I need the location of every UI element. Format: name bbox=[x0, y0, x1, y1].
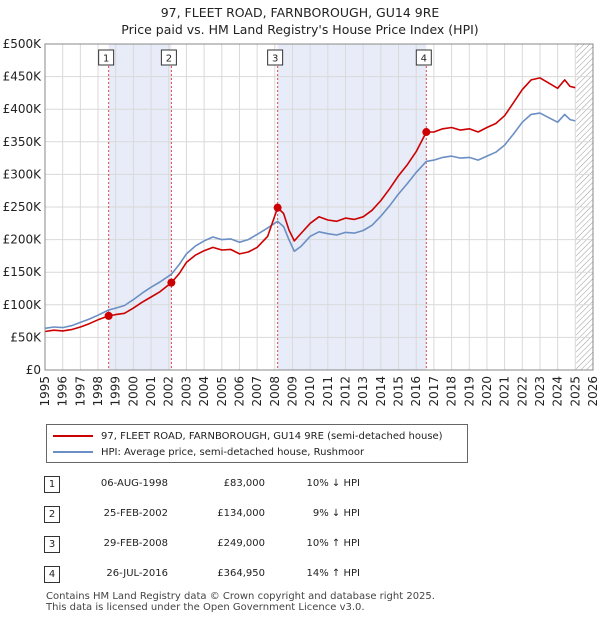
event-hpi-diff: 10% ↓ HPI bbox=[306, 478, 360, 489]
event-number-label: 4 bbox=[421, 54, 427, 65]
y-tick-label: £200K bbox=[3, 233, 43, 247]
x-tick-label: 2018 bbox=[445, 376, 459, 407]
price-chart: 1 2 3 4 £0 £50K £100K £150K £200K £250K £300K £350… bbox=[3, 37, 600, 407]
chart-subtitle: Price paid vs. HM Land Registry's House … bbox=[121, 22, 479, 37]
event-number-badge: 2 bbox=[44, 506, 60, 523]
series-line bbox=[45, 112, 576, 330]
y-tick-label: £300K bbox=[3, 167, 43, 181]
sale-point bbox=[273, 203, 282, 212]
x-tick-label: 2007 bbox=[250, 376, 264, 407]
sale-point bbox=[167, 278, 176, 287]
x-tick-label: 1997 bbox=[73, 376, 87, 407]
y-tick-label: £150K bbox=[3, 265, 43, 279]
event-number-label: 2 bbox=[166, 54, 172, 65]
x-tick-label: 2008 bbox=[268, 376, 282, 407]
event-price: £134,000 bbox=[217, 508, 265, 519]
y-tick-label: £500K bbox=[3, 37, 43, 51]
x-tick-label: 2025 bbox=[568, 376, 582, 407]
x-tick-label: 2019 bbox=[462, 376, 476, 407]
legend-item-property: 97, FLEET ROAD, FARNBOROUGH, GU14 9RE (s… bbox=[53, 429, 443, 443]
x-tick-label: 1998 bbox=[91, 376, 105, 407]
event-date: 26-JUL-2016 bbox=[106, 568, 168, 579]
event-number-badge: 3 bbox=[44, 536, 60, 553]
legend-label-property: 97, FLEET ROAD, FARNBOROUGH, GU14 9RE (s… bbox=[101, 430, 443, 442]
x-tick-label: 2015 bbox=[392, 376, 406, 407]
y-tick-label: £0 bbox=[26, 363, 41, 377]
x-tick-label: 2016 bbox=[409, 376, 423, 407]
x-tick-label: 2009 bbox=[285, 376, 299, 407]
event-price: £249,000 bbox=[217, 538, 265, 549]
footer-line-1: Contains HM Land Registry data © Crown c… bbox=[46, 591, 435, 602]
x-tick-label: 1996 bbox=[56, 376, 70, 407]
x-tick-label: 2006 bbox=[232, 376, 246, 407]
table-row: 2 25-FEB-2002 £134,000 9% ↓ HPI bbox=[40, 506, 440, 526]
x-tick-label: 2001 bbox=[144, 376, 158, 407]
legend-swatch-property bbox=[53, 435, 93, 437]
x-tick-label: 1995 bbox=[38, 376, 52, 407]
event-number-badge: 4 bbox=[44, 566, 60, 583]
table-row: 3 29-FEB-2008 £249,000 10% ↑ HPI bbox=[40, 536, 440, 556]
event-date: 29-FEB-2008 bbox=[103, 538, 168, 549]
event-price: £364,950 bbox=[217, 568, 265, 579]
sale-point bbox=[422, 128, 431, 137]
event-number-box bbox=[267, 49, 284, 66]
chart-title: 97, FLEET ROAD, FARNBOROUGH, GU14 9RE bbox=[160, 5, 440, 20]
x-tick-label: 2021 bbox=[498, 376, 512, 407]
legend-label-hpi: HPI: Average price, semi-detached house,… bbox=[101, 446, 365, 458]
y-tick-label: £50K bbox=[10, 330, 42, 344]
event-hpi-diff: 9% ↓ HPI bbox=[312, 508, 360, 519]
footer-attribution: Contains HM Land Registry data © Crown c… bbox=[46, 591, 435, 613]
event-date: 06-AUG-1998 bbox=[100, 478, 168, 489]
x-tick-label: 2023 bbox=[533, 376, 547, 407]
event-number-badge: 1 bbox=[44, 476, 60, 493]
event-number-box bbox=[415, 49, 432, 66]
x-tick-label: 2003 bbox=[179, 376, 193, 407]
x-tick-label: 2004 bbox=[197, 376, 211, 407]
x-tick-label: 2010 bbox=[303, 376, 317, 407]
x-tick-label: 2000 bbox=[126, 376, 140, 407]
event-hpi-diff: 10% ↑ HPI bbox=[306, 538, 360, 549]
y-tick-label: £450K bbox=[3, 70, 43, 84]
x-tick-label: 2017 bbox=[427, 376, 441, 407]
event-number-box bbox=[98, 49, 115, 66]
x-tick-label: 2014 bbox=[374, 376, 388, 407]
y-tick-label: £100K bbox=[3, 298, 43, 312]
x-tick-label: 2005 bbox=[215, 376, 229, 407]
y-tick-label: £250K bbox=[3, 200, 43, 214]
event-hpi-diff: 14% ↑ HPI bbox=[306, 568, 360, 579]
x-tick-label: 2024 bbox=[551, 376, 565, 407]
chart-title-block: 97, FLEET ROAD, FARNBOROUGH, GU14 9RE Pr… bbox=[0, 4, 600, 38]
plot-frame bbox=[44, 43, 594, 371]
x-tick-label: 2020 bbox=[480, 376, 494, 407]
legend: 97, FLEET ROAD, FARNBOROUGH, GU14 9RE (s… bbox=[46, 424, 468, 463]
y-tick-label: £400K bbox=[3, 102, 43, 116]
event-number-label: 3 bbox=[272, 54, 278, 65]
event-number-box bbox=[160, 49, 177, 66]
table-row: 4 26-JUL-2016 £364,950 14% ↑ HPI bbox=[40, 566, 440, 586]
footer-line-2: This data is licensed under the Open Gov… bbox=[46, 602, 365, 613]
x-tick-label: 2022 bbox=[515, 376, 529, 407]
x-tick-label: 2013 bbox=[356, 376, 370, 407]
event-price: £83,000 bbox=[223, 478, 265, 489]
y-tick-label: £350K bbox=[3, 135, 43, 149]
x-tick-label: 2002 bbox=[162, 376, 176, 407]
event-number-label: 1 bbox=[103, 54, 109, 65]
series-line bbox=[45, 77, 576, 333]
table-row: 1 06-AUG-1998 £83,000 10% ↓ HPI bbox=[40, 476, 440, 496]
x-tick-label: 2012 bbox=[339, 376, 353, 407]
x-tick-label: 1999 bbox=[109, 376, 123, 407]
x-tick-label: 2011 bbox=[321, 376, 335, 407]
legend-swatch-hpi bbox=[53, 451, 93, 453]
x-tick-label: 2026 bbox=[586, 376, 600, 407]
event-date: 25-FEB-2002 bbox=[103, 508, 168, 519]
legend-item-hpi: HPI: Average price, semi-detached house,… bbox=[53, 445, 364, 459]
sale-point bbox=[104, 311, 113, 320]
